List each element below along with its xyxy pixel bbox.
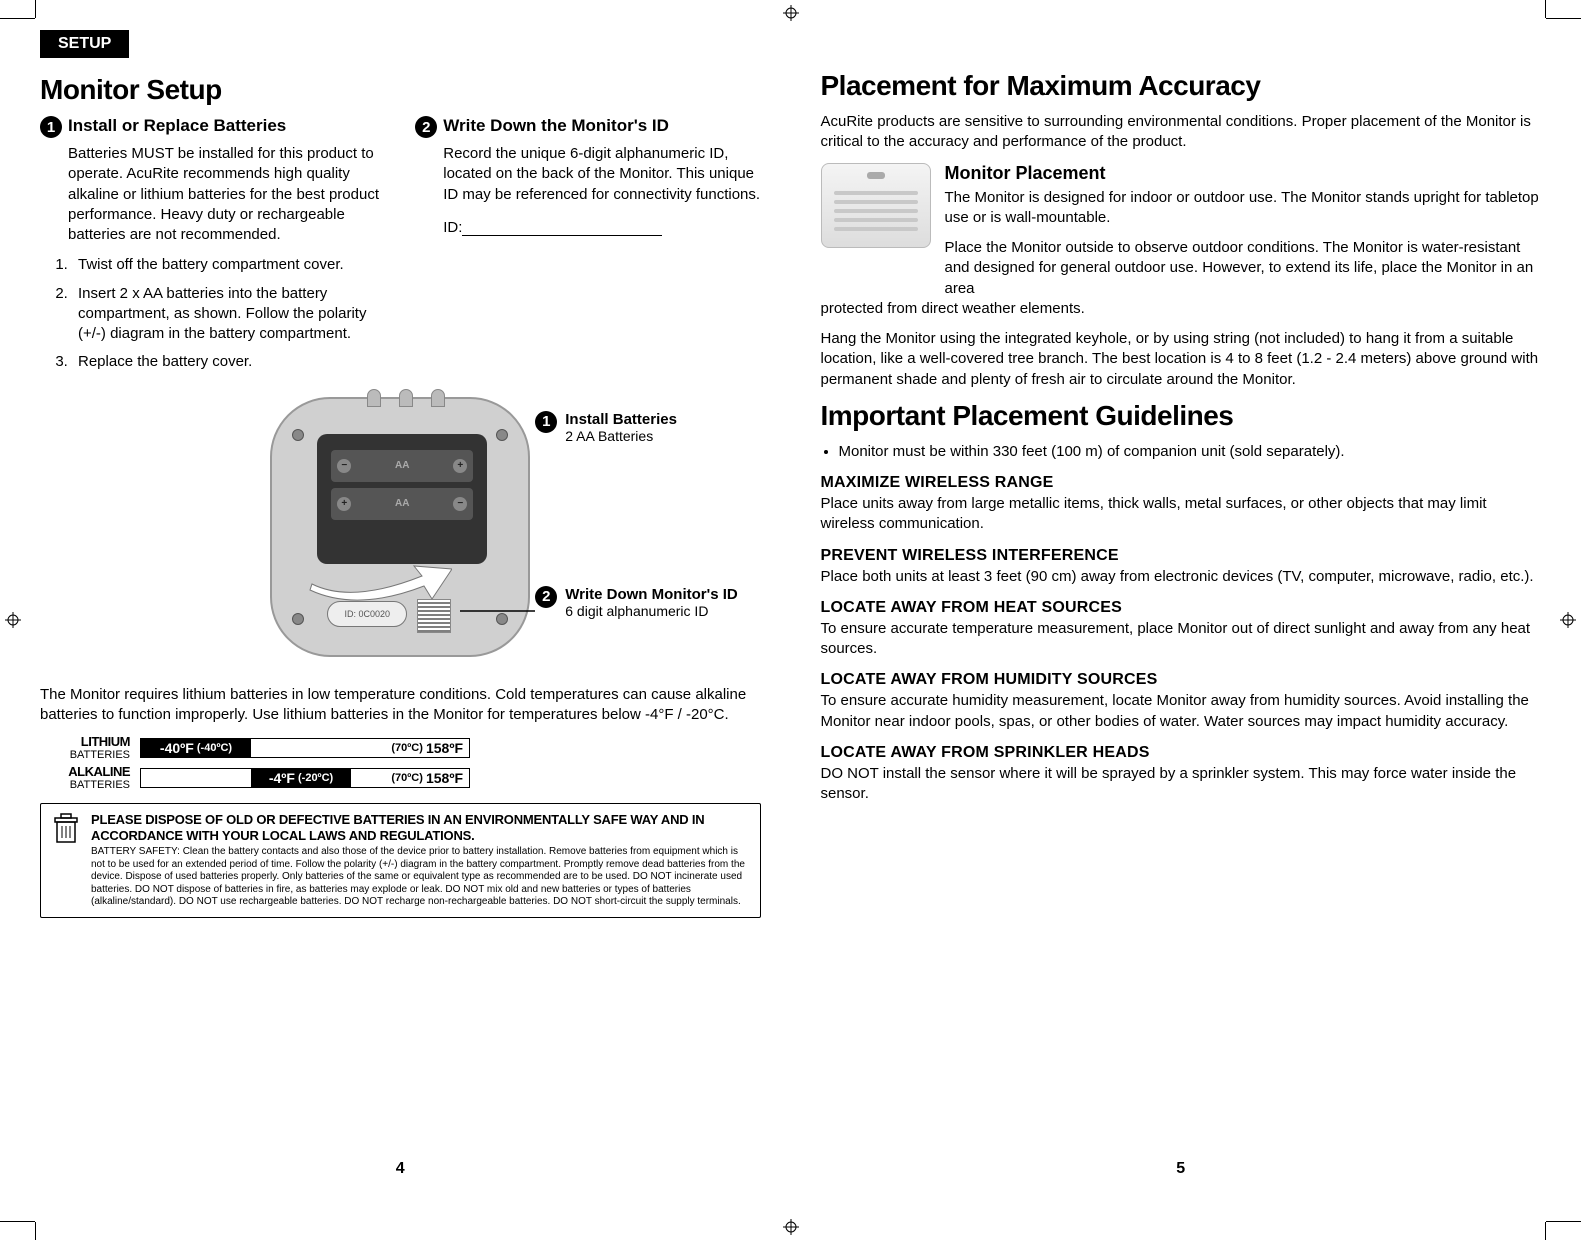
- step-1-item: Replace the battery cover.: [72, 352, 385, 372]
- registration-mark-icon: [783, 5, 799, 21]
- page-title: Monitor Setup: [40, 74, 761, 106]
- step-2-label: Write Down the Monitor's ID: [443, 116, 669, 136]
- step-1-item: Twist off the battery compartment cover.: [72, 255, 385, 275]
- step-1-item: Insert 2 x AA batteries into the battery…: [72, 284, 385, 345]
- callout-1-title: Install Batteries: [565, 411, 677, 428]
- page-number: 4: [396, 1160, 405, 1178]
- callout-1-sub: 2 AA Batteries: [565, 428, 653, 444]
- page-title: Placement for Maximum Accuracy: [821, 70, 1542, 102]
- dispose-title: PLEASE DISPOSE OF OLD OR DEFECTIVE BATTE…: [91, 812, 750, 843]
- step-1-badge: 1: [40, 116, 62, 138]
- recycle-bin-icon: [49, 812, 83, 846]
- step-1-label: Install or Replace Batteries: [68, 116, 286, 136]
- callout-line: [460, 601, 535, 621]
- step-2-text: Record the unique 6-digit alphanumeric I…: [443, 144, 760, 205]
- page-left: SETUP Monitor Setup 1 Install or Replace…: [40, 30, 761, 1160]
- battery-temp-table: LITHIUMBATTERIES -40ºF (-40ºC) (70ºC) 15…: [40, 735, 761, 791]
- registration-mark-icon: [1560, 612, 1576, 628]
- callout-line: [530, 429, 540, 449]
- dispose-box: PLEASE DISPOSE OF OLD OR DEFECTIVE BATTE…: [40, 803, 761, 918]
- section-heading: LOCATE AWAY FROM SPRINKLER HEADS: [821, 744, 1542, 762]
- id-label: ID:: [443, 219, 462, 236]
- callout-2-badge: 2: [535, 586, 557, 608]
- section-tab: SETUP: [40, 30, 129, 58]
- section-text: DO NOT install the sensor where it will …: [821, 764, 1542, 805]
- guideline-bullet: Monitor must be within 330 feet (100 m) …: [839, 442, 1542, 462]
- monitor-placement-heading: Monitor Placement: [945, 163, 1542, 184]
- monitor-back-diagram: −AA+ +AA− ID: 0C0020 1 Install Batteries…: [120, 391, 680, 671]
- step-1-text: Batteries MUST be installed for this pro…: [68, 144, 385, 245]
- page-number: 5: [1176, 1160, 1185, 1178]
- section-text: To ensure accurate humidity measurement,…: [821, 691, 1542, 732]
- callout-line: [530, 446, 580, 466]
- page-right: Placement for Maximum Accuracy AcuRite p…: [821, 30, 1542, 1160]
- section-heading: MAXIMIZE WIRELESS RANGE: [821, 474, 1542, 492]
- registration-mark-icon: [5, 612, 21, 628]
- mp-p2a: Place the Monitor outside to observe out…: [945, 238, 1542, 299]
- callout-2-title: Write Down Monitor's ID: [565, 586, 737, 603]
- section-text: Place units away from large metallic ite…: [821, 494, 1542, 535]
- callout-2-sub: 6 digit alphanumeric ID: [565, 603, 708, 619]
- qr-code-icon: [417, 599, 451, 633]
- section-heading: LOCATE AWAY FROM HUMIDITY SOURCES: [821, 671, 1542, 689]
- dispose-body: BATTERY SAFETY: Clean the battery contac…: [91, 846, 750, 909]
- section-heading: LOCATE AWAY FROM HEAT SOURCES: [821, 599, 1542, 617]
- guidelines-title: Important Placement Guidelines: [821, 400, 1542, 432]
- monitor-thumbnail: [821, 163, 931, 248]
- lithium-note: The Monitor requires lithium batteries i…: [40, 685, 761, 726]
- step-2-badge: 2: [415, 116, 437, 138]
- section-text: To ensure accurate temperature measureme…: [821, 619, 1542, 660]
- mp-p1: The Monitor is designed for indoor or ou…: [945, 188, 1542, 229]
- arrow-icon: [302, 554, 452, 604]
- placement-intro: AcuRite products are sensitive to surrou…: [821, 112, 1542, 153]
- id-pod: ID: 0C0020: [327, 601, 407, 627]
- mp-p2b: protected from direct weather elements.: [821, 299, 1542, 319]
- registration-mark-icon: [783, 1219, 799, 1235]
- mp-p3: Hang the Monitor using the integrated ke…: [821, 329, 1542, 390]
- section-text: Place both units at least 3 feet (90 cm)…: [821, 567, 1542, 587]
- id-blank-line: [462, 235, 662, 236]
- section-heading: PREVENT WIRELESS INTERFERENCE: [821, 547, 1542, 565]
